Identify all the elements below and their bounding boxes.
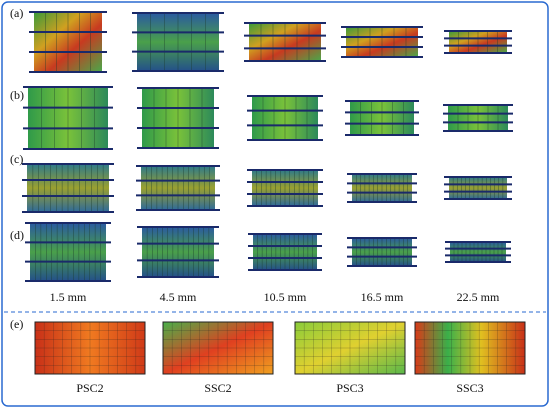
item-label: SSC2	[204, 381, 231, 395]
panel-label: (c)	[10, 152, 23, 166]
column-label: 10.5 mm	[264, 290, 307, 304]
panel-label: (d)	[10, 228, 24, 242]
item-label: PSC2	[76, 381, 103, 395]
panel-label: (b)	[10, 88, 24, 102]
column-label: 4.5 mm	[160, 290, 197, 304]
panels	[22, 11, 526, 375]
column-label: 16.5 mm	[361, 290, 404, 304]
panel-label: (a)	[10, 6, 23, 20]
column-label: 22.5 mm	[457, 290, 500, 304]
item-label: SSC3	[456, 381, 483, 395]
column-label: 1.5 mm	[50, 290, 87, 304]
panel-label: (e)	[10, 317, 23, 331]
item-label: PSC3	[336, 381, 363, 395]
